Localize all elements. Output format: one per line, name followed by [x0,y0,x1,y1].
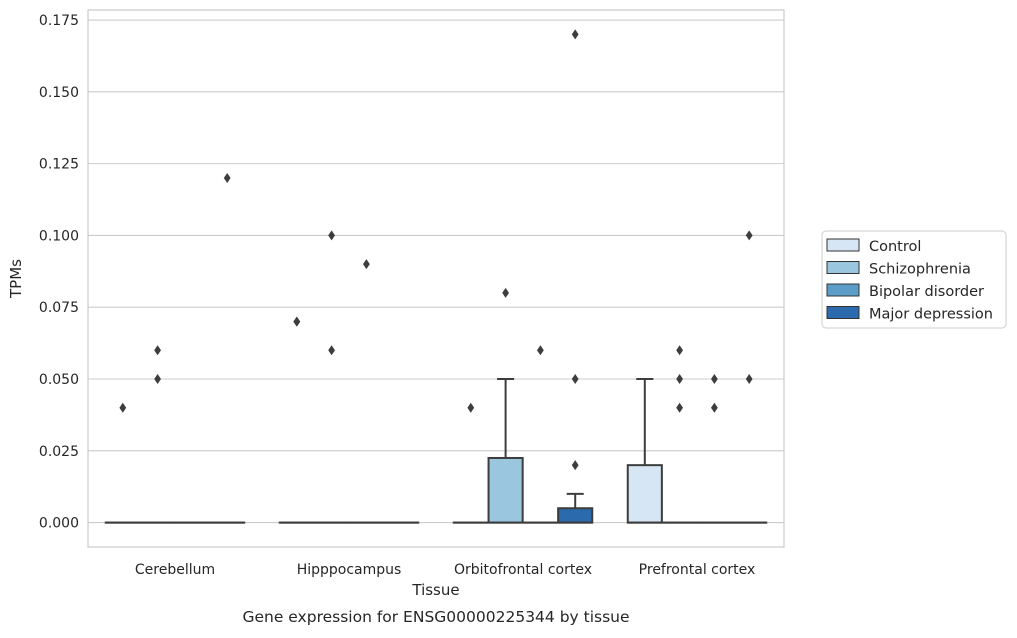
box-body [628,465,662,522]
y-tick-label: 0.000 [39,516,79,532]
outlier-marker [293,317,300,327]
x-tick-label: Cerebellum [135,562,215,578]
outlier-marker [676,345,683,355]
outlier-marker [711,374,718,384]
outlier-marker [363,259,370,269]
y-axis: 0.000 0.025 0.050 0.075 0.100 0.125 0.150 0.175 [39,13,79,532]
x-axis: Cerebellum Hipppocampus Orbitofrontal cort… [135,562,755,578]
outlier-marker [572,460,579,470]
box-major-depression [558,494,592,523]
legend-swatch [827,262,859,274]
legend-swatch [827,307,859,319]
grid-lines [88,20,784,523]
outlier-marker [711,403,718,413]
y-axis-label: TPMs [7,259,25,299]
legend-label: Control [869,239,921,255]
outlier-marker [328,345,335,355]
y-tick-label: 0.150 [39,85,79,101]
outlier-marker [224,173,231,183]
y-tick-label: 0.175 [39,13,79,29]
outlier-marker [467,403,474,413]
outlier-marker [676,374,683,384]
outlier-marker [119,403,126,413]
outlier-marker [154,374,161,384]
x-axis-label: Tissue [411,581,459,599]
y-tick-label: 0.050 [39,372,79,388]
y-tick-label: 0.075 [39,300,79,316]
box-body [489,458,523,523]
legend: Control Schizophrenia Bipolar disorder Majo… [822,231,1006,328]
outlier-marker [746,374,753,384]
y-tick-label: 0.025 [39,444,79,460]
x-tick-label: Hipppocampus [297,562,402,578]
outlier-marker [328,230,335,240]
outlier-marker [502,288,509,298]
outlier-marker [572,29,579,39]
legend-label: Bipolar disorder [869,284,984,300]
plot-frame [88,10,784,547]
x-tick-label: Prefrontal cortex [639,562,756,578]
legend-swatch [827,284,859,296]
outlier-marker [154,345,161,355]
outlier-marker [676,403,683,413]
x-tick-label: Orbitofrontal cortex [454,562,592,578]
legend-label: Major depression [869,307,993,323]
outliers [119,29,752,470]
outlier-marker [746,230,753,240]
outlier-marker [572,374,579,384]
chart-caption: Gene expression for ENSG00000225344 by t… [242,608,629,626]
outlier-marker [537,345,544,355]
y-tick-label: 0.125 [39,157,79,173]
y-tick-label: 0.100 [39,228,79,244]
legend-label: Schizophrenia [869,262,971,278]
legend-swatch [827,239,859,251]
box-body [558,508,592,522]
